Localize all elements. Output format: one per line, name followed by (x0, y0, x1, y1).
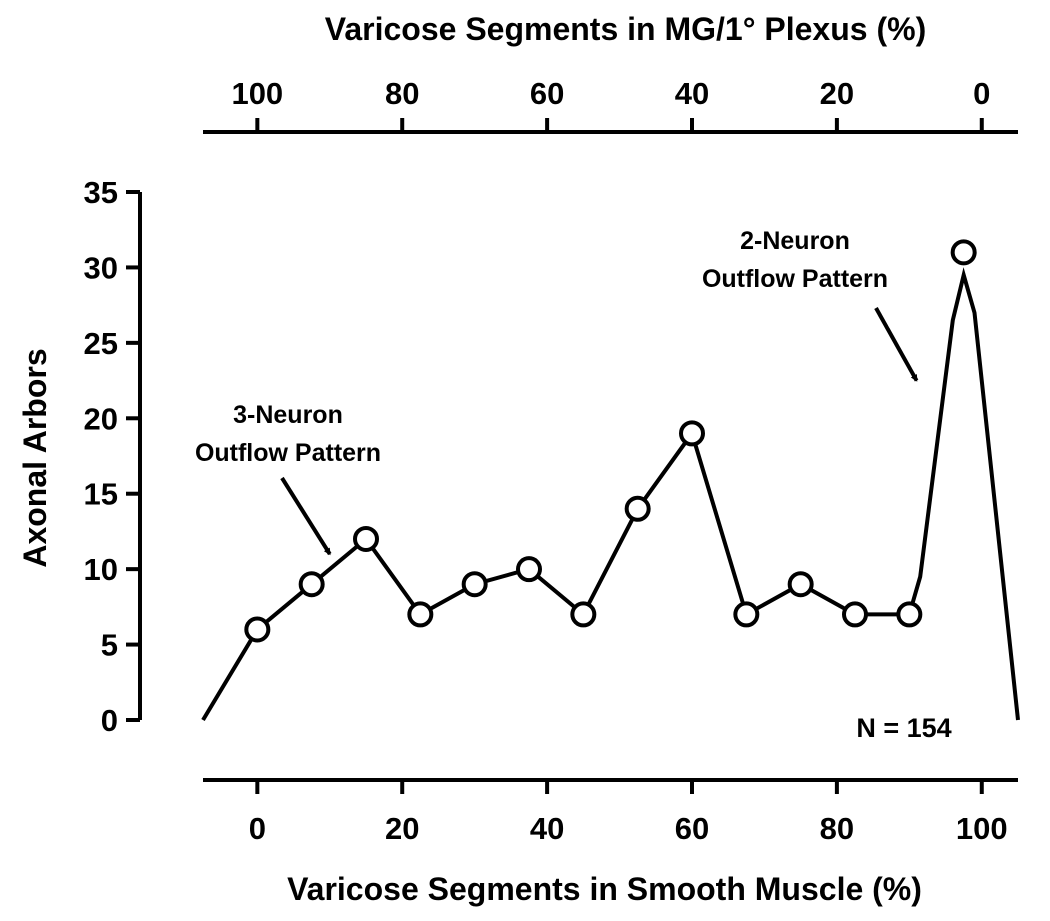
y-axis-title: Axonal Arbors (17, 348, 53, 567)
top-tick-label: 60 (530, 76, 564, 111)
y-tick-label: 10 (84, 552, 118, 587)
top-tick-label: 20 (820, 76, 854, 111)
x-tick-label: 20 (385, 811, 419, 846)
annotation-arrow (280, 476, 332, 556)
top-tick-label: 100 (231, 76, 283, 111)
data-point (842, 601, 868, 628)
data-point (407, 601, 434, 628)
y-tick-label: 15 (84, 477, 118, 512)
y-tick-label: 25 (84, 326, 118, 361)
top-tick-label: 80 (385, 76, 419, 111)
annotation-text: Outflow Pattern (195, 439, 381, 467)
y-tick-label: 5 (101, 628, 118, 663)
data-point (896, 601, 923, 628)
top-tick-label: 0 (973, 76, 990, 111)
data-point (787, 571, 814, 598)
x-tick-label: 0 (249, 811, 266, 846)
x-tick-label: 80 (820, 811, 854, 846)
data-point (461, 571, 488, 598)
annotation-text: 2-Neuron (740, 227, 850, 255)
data-point (353, 525, 379, 552)
x-tick-label: 60 (675, 811, 709, 846)
x-axis-title: Varicose Segments in Smooth Muscle (%) (287, 871, 922, 907)
annotation-layer: 3-Neuron Outflow Pattern 2-Neuron Outflow P… (195, 227, 952, 743)
annotation-text: 3-Neuron (233, 401, 343, 429)
data-point (298, 571, 325, 598)
x-tick-label: 40 (530, 811, 564, 846)
data-point (624, 495, 651, 522)
x-tick-label: 100 (956, 811, 1008, 846)
data-point (679, 420, 705, 447)
data-point (516, 556, 542, 583)
sample-size-note: N = 154 (856, 713, 951, 743)
annotation-text: Outflow Pattern (702, 265, 888, 293)
data-point (950, 239, 977, 266)
y-tick-label: 35 (84, 175, 118, 210)
points-layer (244, 239, 977, 643)
top-axis-title: Varicose Segments in MG/1° Plexus (%) (325, 11, 926, 47)
data-point (570, 601, 597, 628)
annotation-arrow (874, 307, 919, 382)
y-tick-label: 0 (101, 703, 118, 738)
top-tick-label: 40 (675, 76, 709, 111)
y-tick-label: 20 (84, 401, 118, 436)
data-point (244, 616, 271, 643)
data-point (733, 601, 760, 628)
y-tick-label: 30 (84, 250, 118, 285)
